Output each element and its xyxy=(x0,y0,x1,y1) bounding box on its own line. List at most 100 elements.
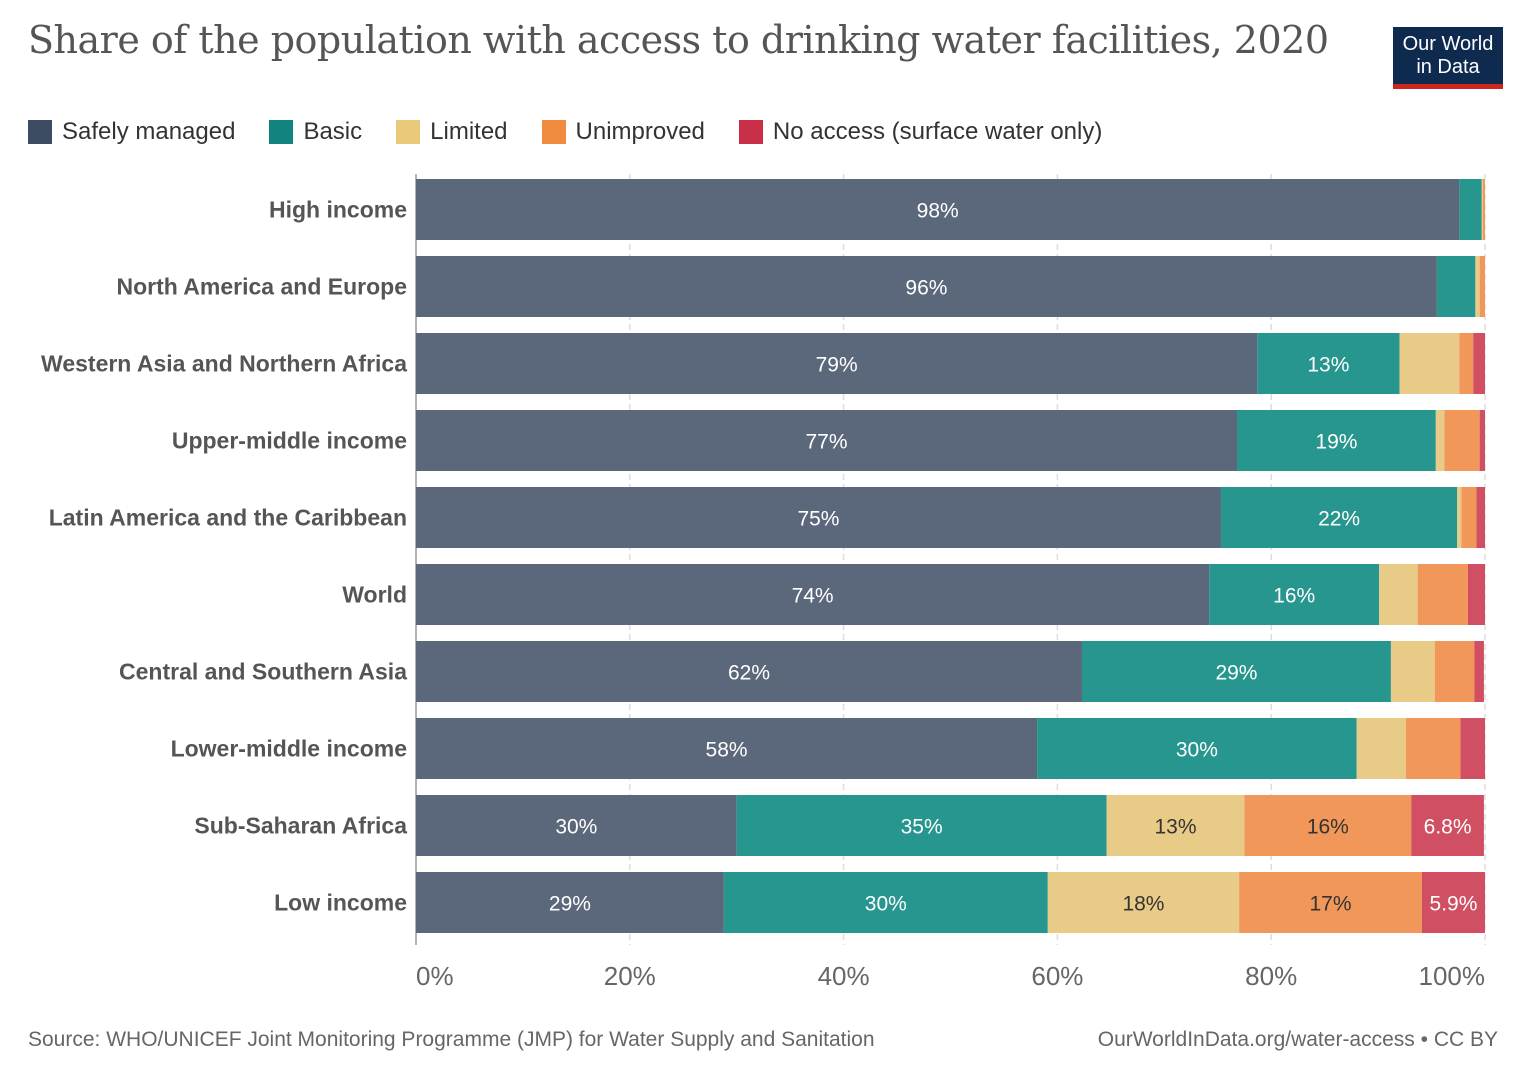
legend-label: Unimproved xyxy=(575,118,705,145)
bar-segment xyxy=(1482,179,1485,240)
data-label: 96% xyxy=(905,277,947,300)
source-note: Source: WHO/UNICEF Joint Monitoring Prog… xyxy=(28,1028,875,1051)
data-label: 22% xyxy=(1318,508,1360,531)
category-label: World xyxy=(342,582,407,608)
bar-segment xyxy=(1459,179,1482,240)
data-label: 35% xyxy=(901,816,943,839)
bar-segment xyxy=(1081,641,1391,702)
chart-title: Share of the population with access to d… xyxy=(28,18,1329,62)
data-label: 18% xyxy=(1122,893,1164,916)
logo-line1: Our World xyxy=(1402,33,1494,55)
bar-segment xyxy=(1209,564,1380,625)
bar-segment xyxy=(416,641,1082,702)
category-label: North America and Europe xyxy=(116,274,407,300)
data-label: 5.9% xyxy=(1430,893,1478,916)
bar-segment xyxy=(1459,333,1474,394)
data-label: 17% xyxy=(1310,893,1352,916)
bar-segment xyxy=(1037,718,1357,779)
bar-segment xyxy=(1417,564,1468,625)
bar-segment xyxy=(1421,872,1485,933)
bar-segment xyxy=(1444,410,1480,471)
legend-label: Basic xyxy=(303,118,363,145)
footer-url[interactable]: OurWorldInData.org/water-access • CC BY xyxy=(1097,1028,1498,1051)
bar-segment xyxy=(1047,872,1240,933)
bar-segment xyxy=(1475,256,1480,317)
legend: Safely managed Basic Limited Unimproved No a… xyxy=(28,118,1136,146)
bar-segment xyxy=(1257,333,1400,394)
data-label: 30% xyxy=(1176,739,1218,762)
bar-segment xyxy=(1461,487,1477,548)
x-tick-label: 60% xyxy=(1031,961,1083,991)
bar-segment xyxy=(416,872,724,933)
x-tick-label: 20% xyxy=(604,961,656,991)
bar-segment xyxy=(723,872,1048,933)
bar-segment xyxy=(1239,872,1422,933)
data-label: 6.8% xyxy=(1424,816,1472,839)
bar-segment xyxy=(416,333,1258,394)
bar-segment xyxy=(1473,333,1485,394)
legend-item[interactable]: Limited xyxy=(396,118,508,146)
category-label: Central and Southern Asia xyxy=(119,659,407,685)
category-label: Sub-Saharan Africa xyxy=(194,813,407,839)
data-label: 13% xyxy=(1307,354,1349,377)
bar-segment xyxy=(1474,641,1484,702)
data-label: 16% xyxy=(1307,816,1349,839)
data-label: 29% xyxy=(549,893,591,916)
bar-segment xyxy=(1379,564,1418,625)
category-label: Upper-middle income xyxy=(172,428,407,454)
bar-segment xyxy=(1405,718,1461,779)
bar-segment xyxy=(416,718,1038,779)
data-label: 75% xyxy=(797,508,839,531)
bar-segment xyxy=(1479,410,1485,471)
bar-segment xyxy=(1411,795,1484,856)
category-label: High income xyxy=(269,197,407,223)
bar-segment xyxy=(416,795,737,856)
data-label: 74% xyxy=(792,585,834,608)
legend-swatch xyxy=(396,120,421,144)
legend-swatch xyxy=(541,120,566,144)
bar-segment xyxy=(1220,487,1458,548)
bar-segment xyxy=(416,487,1221,548)
bar-segment xyxy=(1467,564,1485,625)
x-tick-label: 80% xyxy=(1245,961,1297,991)
data-label: 16% xyxy=(1273,585,1315,608)
bar-segment xyxy=(1106,795,1245,856)
legend-item[interactable]: Unimproved xyxy=(541,118,705,146)
x-tick-label: 40% xyxy=(818,961,870,991)
bar-segment xyxy=(1390,641,1435,702)
data-label: 77% xyxy=(805,431,847,454)
bar-segment xyxy=(416,410,1237,471)
bar-segment xyxy=(1435,410,1445,471)
bar-segment xyxy=(1434,641,1475,702)
data-label: 58% xyxy=(706,739,748,762)
data-label: 98% xyxy=(917,200,959,223)
legend-label: Limited xyxy=(430,118,508,145)
data-label: 29% xyxy=(1215,662,1257,685)
category-label: Low income xyxy=(274,890,407,916)
category-label: Lower-middle income xyxy=(171,736,407,762)
bar-segment xyxy=(1481,179,1483,240)
x-tick-label: 0% xyxy=(416,961,454,991)
data-label: 30% xyxy=(865,893,907,916)
owid-logo[interactable]: Our World in Data xyxy=(1393,27,1503,89)
legend-item[interactable]: Safely managed xyxy=(28,118,235,146)
bar-segment xyxy=(1244,795,1412,856)
x-tick-label: 100% xyxy=(1419,961,1486,991)
bar-segment xyxy=(1460,718,1485,779)
data-label: 30% xyxy=(555,816,597,839)
bar-segment xyxy=(416,564,1210,625)
bar-segment xyxy=(1356,718,1406,779)
bar-segment xyxy=(416,256,1437,317)
category-label: Latin America and the Caribbean xyxy=(49,505,407,531)
legend-item[interactable]: No access (surface water only) xyxy=(738,118,1103,146)
bar-segment xyxy=(1236,410,1436,471)
legend-label: No access (surface water only) xyxy=(772,118,1103,145)
bar-segment xyxy=(1479,256,1485,317)
data-label: 79% xyxy=(816,354,858,377)
category-label: Western Asia and Northern Africa xyxy=(41,351,407,377)
legend-item[interactable]: Basic xyxy=(269,118,362,146)
legend-swatch xyxy=(738,120,763,144)
bar-segment xyxy=(1457,487,1462,548)
bar-segment xyxy=(736,795,1107,856)
